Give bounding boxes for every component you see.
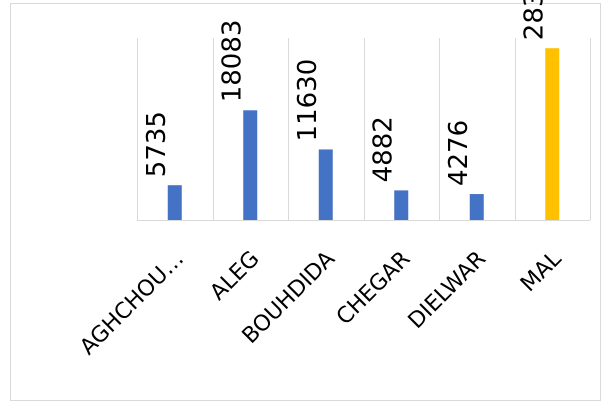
data-label: 5735 [142, 111, 172, 177]
bars [167, 48, 560, 220]
data-label: 4882 [368, 116, 398, 182]
bar-dielwar [469, 194, 484, 220]
bar-chegar [394, 190, 409, 220]
bar-mal [545, 48, 560, 220]
category-tick-label: AGHCHOU… [75, 247, 189, 361]
data-labels: 5735 18083 11630 4882 4276 28317 [142, 0, 550, 186]
category-tick-label: MAL [516, 246, 567, 297]
category-tick-label: CHEGAR [332, 247, 416, 331]
data-label: 18083 [217, 20, 247, 103]
category-tick-label: ALEG [206, 247, 265, 306]
gridlines [137, 38, 591, 221]
bar-aghchou [167, 185, 182, 220]
data-label: 4276 [444, 120, 474, 186]
data-label: 28317 [519, 0, 549, 40]
bar-aleg [243, 110, 258, 220]
data-label: 11630 [293, 59, 323, 142]
category-tick-label: DIELWAR [404, 247, 491, 334]
chart-frame [10, 3, 601, 401]
bar-bouhdida [318, 149, 333, 220]
